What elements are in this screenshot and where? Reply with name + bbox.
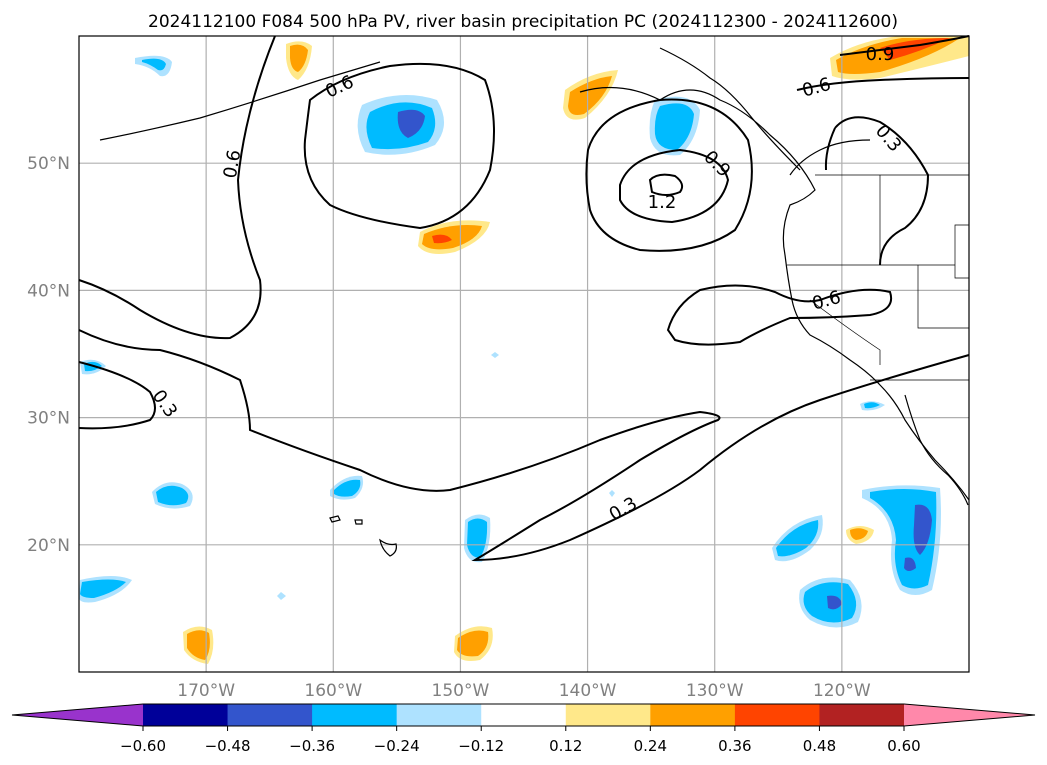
negative-anomaly-blob (152, 482, 193, 509)
longitude-tick-labels: 170°W 160°W 150°W 140°W 130°W 120°W (177, 681, 871, 701)
positive-anomaly-blob (286, 41, 312, 80)
lat-tick-label: 20°N (27, 536, 70, 556)
colorbar-segment (227, 704, 313, 726)
colorbar-segment (143, 704, 229, 726)
negative-anomaly-blob (649, 96, 700, 156)
lon-tick-label: 120°W (813, 681, 871, 701)
colorbar: −0.60 −0.48 −0.36 −0.24 −0.12 0.12 0.24 0.36 0.4… (11, 703, 1036, 755)
positive-anomaly-blob (846, 526, 874, 544)
coastlines (99, 47, 970, 557)
colorbar-segment (819, 704, 905, 726)
lon-tick-label: 170°W (177, 681, 235, 701)
negative-anomaly-blob (330, 475, 364, 500)
colorbar-segment (650, 704, 736, 726)
positive-anomaly-blob (563, 70, 618, 120)
positive-anomaly-blob (830, 36, 969, 80)
negative-anomaly-blob (357, 95, 445, 155)
colorbar-tick-label: −0.24 (374, 737, 420, 755)
figure-title: 2024112100 F084 500 hPa PV, river basin … (148, 12, 898, 32)
colorbar-tick-label: −0.60 (120, 737, 166, 755)
colorbar-tick-label: 0.24 (634, 737, 667, 755)
colorbar-ticks: −0.60 −0.48 −0.36 −0.24 −0.12 0.12 0.24 0.36 0.4… (120, 726, 921, 755)
colorbar-tick-label: −0.12 (458, 737, 504, 755)
lon-tick-label: 130°W (686, 681, 744, 701)
colorbar-tick-label: 0.36 (718, 737, 751, 755)
negative-anomaly-blob (862, 485, 941, 595)
map-panel: 0.6 0.6 0.9 0.3 1.2 0.9 0.6 0.3 0.3 0.6 (78, 35, 970, 673)
colorbar-over-arrow (904, 704, 1035, 726)
colorbar-tick-label: 0.12 (549, 737, 582, 755)
lat-tick-label: 30°N (27, 409, 70, 429)
positive-anomaly-blob (454, 626, 493, 661)
latitude-tick-labels: 20°N 30°N 40°N 50°N (27, 154, 70, 556)
positive-anomaly-blob (418, 220, 490, 254)
negative-anomaly-blob (772, 515, 823, 562)
colorbar-tick-label: 0.48 (803, 737, 836, 755)
pv-contours (78, 35, 970, 562)
map-background (79, 36, 969, 672)
contour-label: 0.9 (866, 44, 895, 65)
negative-anomaly-blob (799, 577, 862, 628)
colorbar-segment (481, 704, 567, 726)
negative-anomaly-blob (79, 576, 132, 603)
negative-anomaly-blob (135, 55, 172, 77)
colorbar-tick-label: 0.60 (887, 737, 920, 755)
lat-tick-label: 40°N (27, 281, 70, 301)
map-frame (78, 35, 970, 673)
colorbar-tick-label: −0.48 (205, 737, 251, 755)
colorbar-segment (734, 704, 820, 726)
lat-tick-label: 50°N (27, 154, 70, 174)
lon-tick-label: 150°W (432, 681, 490, 701)
colorbar-segments (143, 704, 905, 726)
lon-tick-label: 140°W (559, 681, 617, 701)
negative-anomaly-blob (860, 401, 885, 411)
gridlines (79, 36, 969, 672)
colorbar-segment (396, 704, 482, 726)
colorbar-segment (565, 704, 651, 726)
colorbar-under-arrow (12, 704, 143, 726)
colorbar-segment (312, 704, 398, 726)
contour-label: 0.6 (220, 148, 246, 180)
negative-anomaly-blob (464, 514, 491, 563)
lon-tick-label: 160°W (304, 681, 362, 701)
contour-label: 1.2 (648, 192, 677, 213)
colorbar-tick-label: −0.36 (289, 737, 335, 755)
